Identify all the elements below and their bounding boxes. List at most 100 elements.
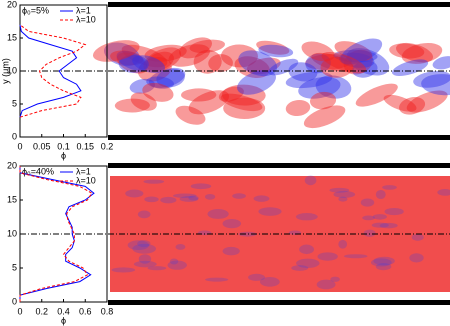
cell — [114, 98, 150, 113]
cell — [222, 246, 240, 256]
y-tick-label: 10 — [7, 65, 17, 75]
y-tick-label: 0 — [12, 131, 17, 141]
cell — [175, 244, 186, 250]
cell — [104, 42, 140, 67]
cell — [253, 195, 270, 202]
cell — [298, 76, 341, 99]
x-tick-label: 0.2 — [35, 306, 48, 316]
cell — [305, 53, 331, 74]
cell — [406, 90, 448, 113]
annotation: ϕ₀=5% — [22, 5, 49, 15]
y-tick-label: 15 — [7, 32, 17, 42]
cell — [296, 258, 320, 268]
cell — [167, 260, 187, 270]
cell — [208, 54, 233, 73]
cell — [399, 97, 426, 115]
cell — [133, 260, 157, 268]
wall — [108, 163, 450, 168]
cell — [237, 70, 276, 95]
cell — [346, 48, 390, 76]
cell — [330, 276, 340, 282]
cell — [334, 41, 373, 61]
x-tick-label: 0.1 — [57, 141, 70, 151]
cell — [338, 52, 375, 68]
cell — [329, 187, 350, 193]
cell — [333, 49, 378, 63]
cell — [148, 67, 186, 88]
cell — [248, 273, 265, 281]
cell — [338, 196, 348, 202]
cell — [118, 55, 149, 74]
cell — [258, 207, 282, 216]
cell — [295, 213, 318, 221]
cell — [363, 229, 376, 237]
legend-label: λ=1 — [76, 5, 91, 15]
cell — [137, 240, 151, 248]
cell — [132, 243, 157, 254]
cell — [256, 40, 290, 55]
cell — [132, 55, 166, 74]
cell — [221, 84, 266, 106]
cell — [285, 99, 311, 117]
cell — [333, 190, 356, 198]
cell — [321, 51, 367, 74]
x-tick-label: 0.6 — [79, 306, 92, 316]
cell — [146, 76, 175, 89]
cell — [189, 39, 225, 54]
cell — [121, 44, 168, 68]
cell — [110, 50, 144, 66]
y-tick-label: 20 — [7, 0, 17, 9]
cell — [129, 78, 156, 94]
x-tick-label: 0.8 — [101, 306, 114, 316]
x-axis-label: ϕ — [61, 315, 66, 325]
cell — [258, 44, 294, 58]
cell — [168, 44, 211, 67]
cell — [232, 193, 246, 199]
cell — [223, 97, 266, 120]
cell — [145, 51, 174, 71]
cell — [221, 44, 258, 68]
cell — [311, 52, 355, 72]
cell — [238, 50, 278, 77]
cell — [175, 105, 206, 125]
cell — [285, 71, 333, 89]
cell — [188, 195, 199, 201]
cell — [384, 207, 404, 216]
cell — [92, 40, 140, 62]
cell — [316, 279, 336, 290]
cell — [395, 42, 434, 63]
cell — [207, 209, 229, 219]
cell — [360, 198, 375, 207]
cell — [372, 214, 387, 220]
cell — [137, 210, 151, 219]
cell — [352, 60, 378, 78]
cell — [218, 86, 244, 102]
cell — [125, 189, 144, 198]
cell — [190, 183, 212, 190]
cell — [409, 253, 424, 263]
cell — [371, 222, 389, 228]
cell — [179, 37, 212, 59]
cell — [193, 49, 222, 74]
cell — [220, 93, 263, 112]
cell — [246, 57, 281, 75]
x-tick-label: 0.15 — [76, 141, 94, 151]
legend-label: λ=10 — [76, 175, 96, 185]
cell — [379, 222, 398, 229]
cell — [340, 38, 383, 65]
cell — [413, 70, 450, 88]
cell — [142, 82, 174, 102]
cell — [389, 43, 425, 59]
cell — [291, 265, 309, 271]
cell — [116, 50, 148, 71]
y-axis-label: y (μm) — [0, 58, 10, 84]
cell — [147, 266, 167, 271]
cell — [343, 254, 368, 259]
wall — [108, 300, 450, 305]
cell — [205, 277, 229, 282]
cell — [305, 53, 352, 71]
cell — [304, 175, 317, 186]
series-line — [19, 24, 82, 118]
cell — [299, 244, 315, 255]
cell — [144, 196, 159, 203]
